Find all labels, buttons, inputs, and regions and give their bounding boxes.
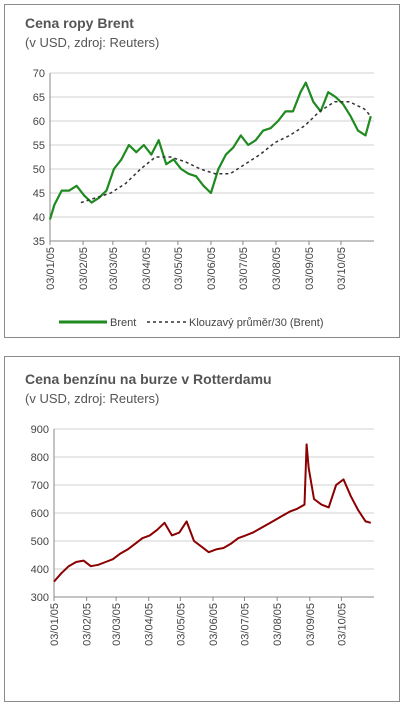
x-tick-label: 03/04/05: [141, 247, 153, 290]
chart-title: Cena ropy Brent: [25, 15, 134, 31]
y-tick-label: 65: [33, 92, 45, 104]
x-tick-label: 03/09/05: [304, 247, 316, 290]
x-tick-label: 03/08/05: [272, 603, 284, 646]
y-tick-label: 55: [33, 140, 45, 152]
y-tick-label: 900: [31, 424, 49, 436]
y-tick-label: 60: [33, 116, 45, 128]
x-tick-label: 03/02/05: [82, 603, 94, 646]
gasoline-chart-panel: Cena benzínu na burze v Rotterdamu (v US…: [4, 356, 400, 702]
x-tick-label: 03/07/05: [238, 247, 250, 290]
x-tick-label: 03/06/05: [206, 247, 218, 290]
x-tick-label: 03/07/05: [240, 603, 252, 646]
series-gasoline-line: [53, 443, 372, 583]
x-tick-label: 03/10/05: [336, 247, 348, 290]
y-tick-label: 45: [33, 188, 45, 200]
x-tick-label: 03/10/05: [336, 603, 348, 646]
y-tick-label: 35: [33, 236, 45, 248]
y-tick-label: 50: [33, 164, 45, 176]
x-tick-label: 03/04/05: [144, 603, 156, 646]
series-moving-average-line: [80, 101, 372, 204]
brent-chart-panel: Cena ropy Brent (v USD, zdroj: Reuters) …: [4, 4, 400, 338]
x-tick-label: 03/05/05: [173, 247, 185, 290]
x-tick-label: 03/02/05: [78, 247, 90, 290]
legend: Brent Klouzavý průměr/30 (Brent): [59, 317, 324, 329]
x-tick-label: 03/03/05: [111, 603, 123, 646]
x-tick-label: 03/01/05: [45, 247, 57, 290]
y-tick-label: 70: [33, 68, 45, 80]
y-tick-label: 600: [31, 508, 49, 520]
brent-chart: Brent Klouzavý průměr/30 (Brent) 35 40 45 5…: [33, 68, 374, 329]
x-tick-label: 03/08/05: [271, 247, 283, 290]
y-tick-label: 800: [31, 452, 49, 464]
x-tick-label: 03/09/05: [305, 603, 317, 646]
y-tick-label: 500: [31, 536, 49, 548]
gasoline-chart: 300 400 500 600 700 800 900 03/01/05 03/02/05 03/…: [31, 424, 374, 646]
y-tick-label: 400: [31, 564, 49, 576]
x-tick-label: 03/03/05: [108, 247, 120, 290]
y-tick-label: 300: [31, 592, 49, 604]
x-tick-label: 03/01/05: [49, 603, 61, 646]
chart-title: Cena benzínu na burze v Rotterdamu: [25, 371, 272, 387]
y-tick-label: 700: [31, 480, 49, 492]
series-brent-line: [48, 81, 372, 220]
legend-brent-label: Brent: [110, 317, 136, 329]
y-tick-label: 40: [33, 212, 45, 224]
x-tick-label: 03/06/05: [208, 603, 220, 646]
legend-moving-average-label: Klouzavý průměr/30 (Brent): [189, 317, 324, 329]
x-tick-label: 03/05/05: [175, 603, 187, 646]
chart-subtitle: (v USD, zdroj: Reuters): [25, 35, 160, 50]
chart-subtitle: (v USD, zdroj: Reuters): [25, 391, 160, 406]
